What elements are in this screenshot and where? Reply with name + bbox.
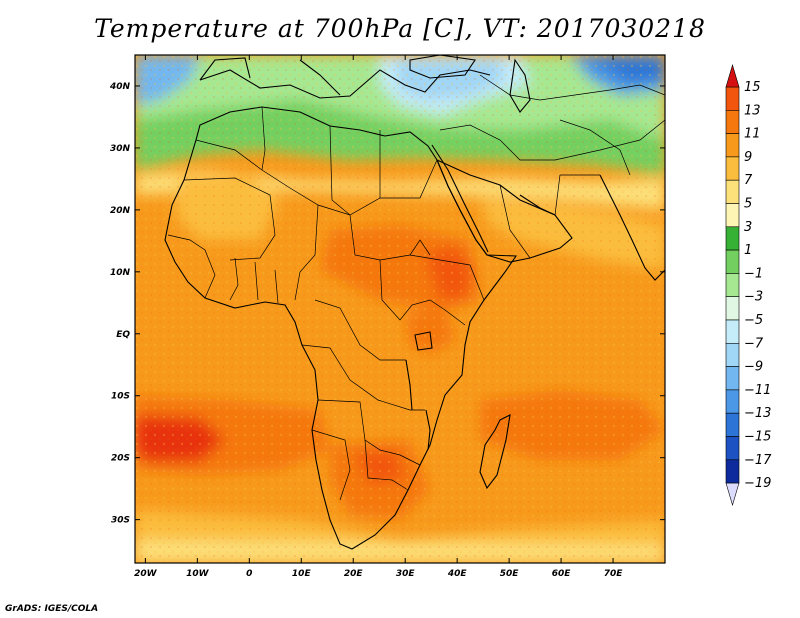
colorbar-swatch <box>725 226 740 251</box>
colorbar-label: −15 <box>744 430 771 445</box>
colorbar-label: 7 <box>744 173 753 188</box>
colorbar-swatch <box>725 179 740 204</box>
lon-tick-label: 40E <box>447 569 468 579</box>
lon-tick-label: 0 <box>246 569 252 579</box>
colorbar-swatch <box>725 156 740 181</box>
colorbar-label: −3 <box>744 290 763 305</box>
colorbar-swatch <box>725 436 740 461</box>
colorbar: 15 13 11 9 7 5 3 1 −1 −3 −5 −7 −9 −11 −13 −15 −17 −19 <box>725 63 772 507</box>
colorbar-label: −7 <box>744 336 764 351</box>
lon-tick-label: 60E <box>552 569 572 579</box>
lon-tick-label: 30E <box>396 569 416 579</box>
europe-coastline <box>199 69 491 99</box>
colorbar-swatch <box>725 249 740 274</box>
lake-tanganyika <box>405 359 413 411</box>
colorbar-swatch <box>725 296 740 321</box>
colorbar-swatch <box>725 273 740 297</box>
colorbar-label: 13 <box>744 103 761 118</box>
arabia-coastline <box>435 158 573 263</box>
colorbar-label: 11 <box>744 127 761 142</box>
colorbar-label: 5 <box>744 197 752 212</box>
lat-tick-label: 20S <box>111 454 130 464</box>
colorbar-label: −1 <box>744 266 763 281</box>
colorbar-label: −13 <box>744 406 771 421</box>
colorbar-label: −9 <box>744 360 763 375</box>
colorbar-swatch <box>725 110 740 134</box>
lat-tick-label: 20N <box>110 206 131 216</box>
lake-malawi <box>425 409 431 451</box>
temperature-field <box>135 55 665 563</box>
persian-gulf <box>519 194 556 216</box>
madagascar-coastline <box>479 414 511 490</box>
colorbar-label: 3 <box>744 220 752 235</box>
lat-tick-label: EQ <box>116 330 130 340</box>
lon-tick-label: 50E <box>500 569 520 579</box>
lon-tick-label: 20E <box>344 569 364 579</box>
italy <box>299 59 341 96</box>
colorbar-swatch <box>725 412 740 437</box>
colorbar-swatch <box>725 459 740 484</box>
lon-tick-label: 10E <box>292 569 312 579</box>
lat-tick-label: 30N <box>110 144 131 154</box>
red-sea <box>431 144 489 253</box>
colorbar-top-arrow <box>725 63 740 88</box>
chart-title: Temperature at 700hPa [C], VT: 201703021… <box>94 14 706 43</box>
colorbar-label: −5 <box>744 313 763 328</box>
country-borders <box>167 74 665 501</box>
caspian-sea <box>509 58 531 113</box>
colorbar-swatch <box>725 86 740 111</box>
lat-tick-label: 40N <box>109 82 131 92</box>
colorbar-label: −11 <box>744 383 771 398</box>
india-coastline <box>599 174 665 281</box>
credit-label: GrADS: IGES/COLA <box>5 604 99 614</box>
lat-tick-label: 30S <box>111 516 130 526</box>
colorbar-swatch <box>725 366 740 391</box>
colorbar-bottom-arrow <box>725 482 740 507</box>
colorbar-swatch <box>725 319 740 344</box>
colorbar-label: −17 <box>744 453 772 468</box>
iberia <box>199 57 251 81</box>
axis-ticks: 20W 10W 0 10E 20E 30E 40E 50E 60E 70E 40N 30N 20N 10N… <box>109 55 665 579</box>
colorbar-swatch <box>725 203 740 228</box>
colorbar-swatch <box>725 133 740 158</box>
black-sea <box>409 55 476 79</box>
colorbar-label: 15 <box>744 80 761 95</box>
lon-tick-label: 10W <box>186 569 210 579</box>
colorbar-swatch <box>725 342 740 367</box>
lon-tick-label: 70E <box>604 569 624 579</box>
colorbar-label: −19 <box>744 476 771 491</box>
lat-tick-label: 10S <box>111 392 130 402</box>
lon-tick-label: 20W <box>134 569 158 579</box>
colorbar-label: 1 <box>744 243 752 258</box>
plot-frame <box>134 54 666 564</box>
colorbar-label: 9 <box>744 150 752 165</box>
colorbar-swatch <box>725 389 740 414</box>
lake-victoria <box>414 331 433 351</box>
lat-tick-label: 10N <box>110 268 131 278</box>
